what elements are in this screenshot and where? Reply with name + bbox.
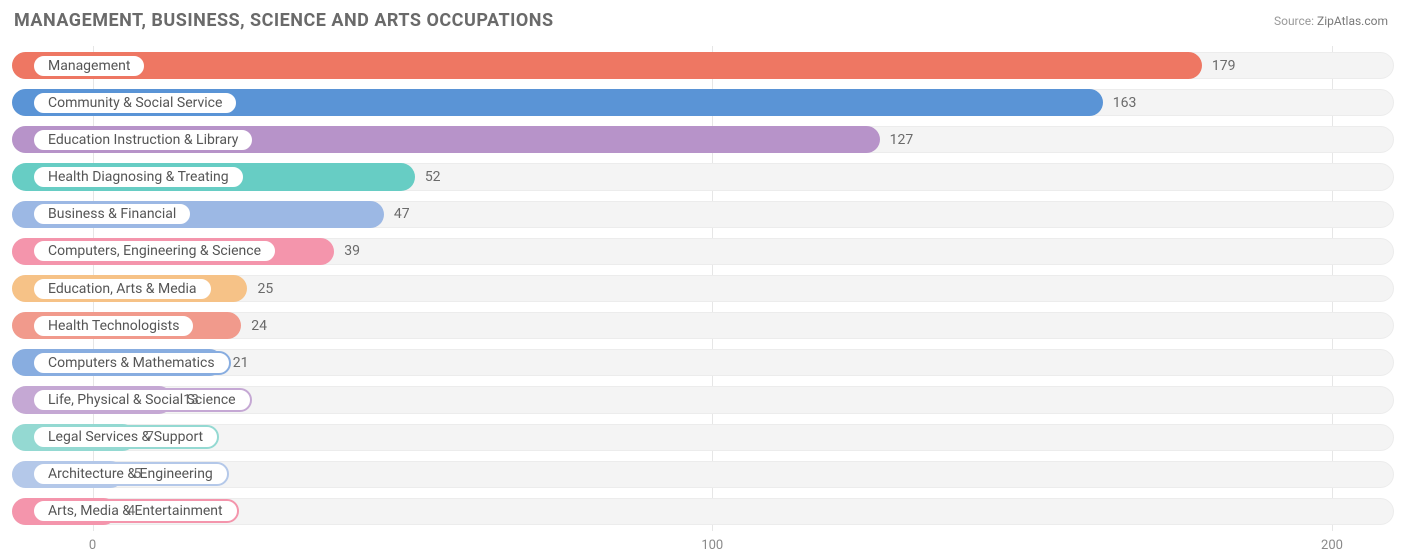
category-pill: Education, Arts & Media — [32, 277, 213, 301]
bar-row: Community & Social Service 163 — [12, 87, 1394, 118]
chart-title: MANAGEMENT, BUSINESS, SCIENCE AND ARTS O… — [14, 10, 554, 31]
bar-row: Legal Services & Support7 — [12, 422, 1394, 453]
category-pill: Health Diagnosing & Treating — [32, 165, 245, 189]
category-pill: Architecture & Engineering — [32, 462, 229, 486]
bar-value-label: 25 — [257, 281, 273, 297]
bar-value-label: 13 — [183, 392, 199, 408]
category-pill: Computers, Engineering & Science — [32, 239, 277, 263]
bar-row: Health Diagnosing & Treating 52 — [12, 161, 1394, 192]
bar-row: Computers, Engineering & Science 39 — [12, 236, 1394, 267]
category-pill: Education Instruction & Library — [32, 128, 254, 152]
bar-row: Architecture & Engineering5 — [12, 459, 1394, 490]
bar-chart: Management 179 Community & Social Service 1… — [12, 46, 1394, 531]
bar-track — [12, 424, 1394, 451]
bar-row: Education, Arts & Media 25 — [12, 273, 1394, 304]
category-pill: Computers & Mathematics — [32, 351, 231, 375]
bar-value-label: 179 — [1212, 58, 1236, 74]
source-attribution: Source: ZipAtlas.com — [1274, 14, 1388, 28]
bar-row: Computers & Mathematics21 — [12, 347, 1394, 378]
bar-fill — [12, 52, 1202, 79]
bar-value-label: 163 — [1113, 95, 1137, 111]
category-pill: Legal Services & Support — [32, 425, 219, 449]
bar-value-label: 5 — [134, 466, 142, 482]
bar-value-label: 127 — [890, 132, 914, 148]
bar-row: Life, Physical & Social Science13 — [12, 384, 1394, 415]
bar-value-label: 4 — [127, 503, 135, 519]
x-tick-label: 100 — [701, 538, 723, 553]
plot-area: Management 179 Community & Social Service 1… — [12, 46, 1394, 531]
bar-value-label: 21 — [233, 355, 249, 371]
source-name: ZipAtlas.com — [1317, 14, 1388, 28]
bar-rows: Management 179 Community & Social Service 1… — [12, 50, 1394, 527]
bar-value-label: 24 — [251, 318, 267, 334]
x-tick-label: 200 — [1321, 538, 1343, 553]
bar-value-label: 47 — [394, 206, 410, 222]
bar-value-label: 39 — [344, 243, 360, 259]
x-tick-label: 0 — [89, 538, 96, 553]
bar-row: Arts, Media & Entertainment4 — [12, 496, 1394, 527]
category-pill: Management — [32, 54, 146, 78]
bar-row: Business & Financial 47 — [12, 199, 1394, 230]
bar-value-label: 7 — [146, 429, 154, 445]
category-pill: Health Technologists — [32, 314, 195, 338]
bar-row: Management 179 — [12, 50, 1394, 81]
category-pill: Community & Social Service — [32, 91, 238, 115]
bar-value-label: 52 — [425, 169, 441, 185]
bar-row: Education Instruction & Library 127 — [12, 124, 1394, 155]
source-label: Source: — [1274, 14, 1314, 28]
category-pill: Business & Financial — [32, 202, 192, 226]
category-pill: Life, Physical & Social Science — [32, 388, 252, 412]
bar-row: Health Technologists 24 — [12, 310, 1394, 341]
